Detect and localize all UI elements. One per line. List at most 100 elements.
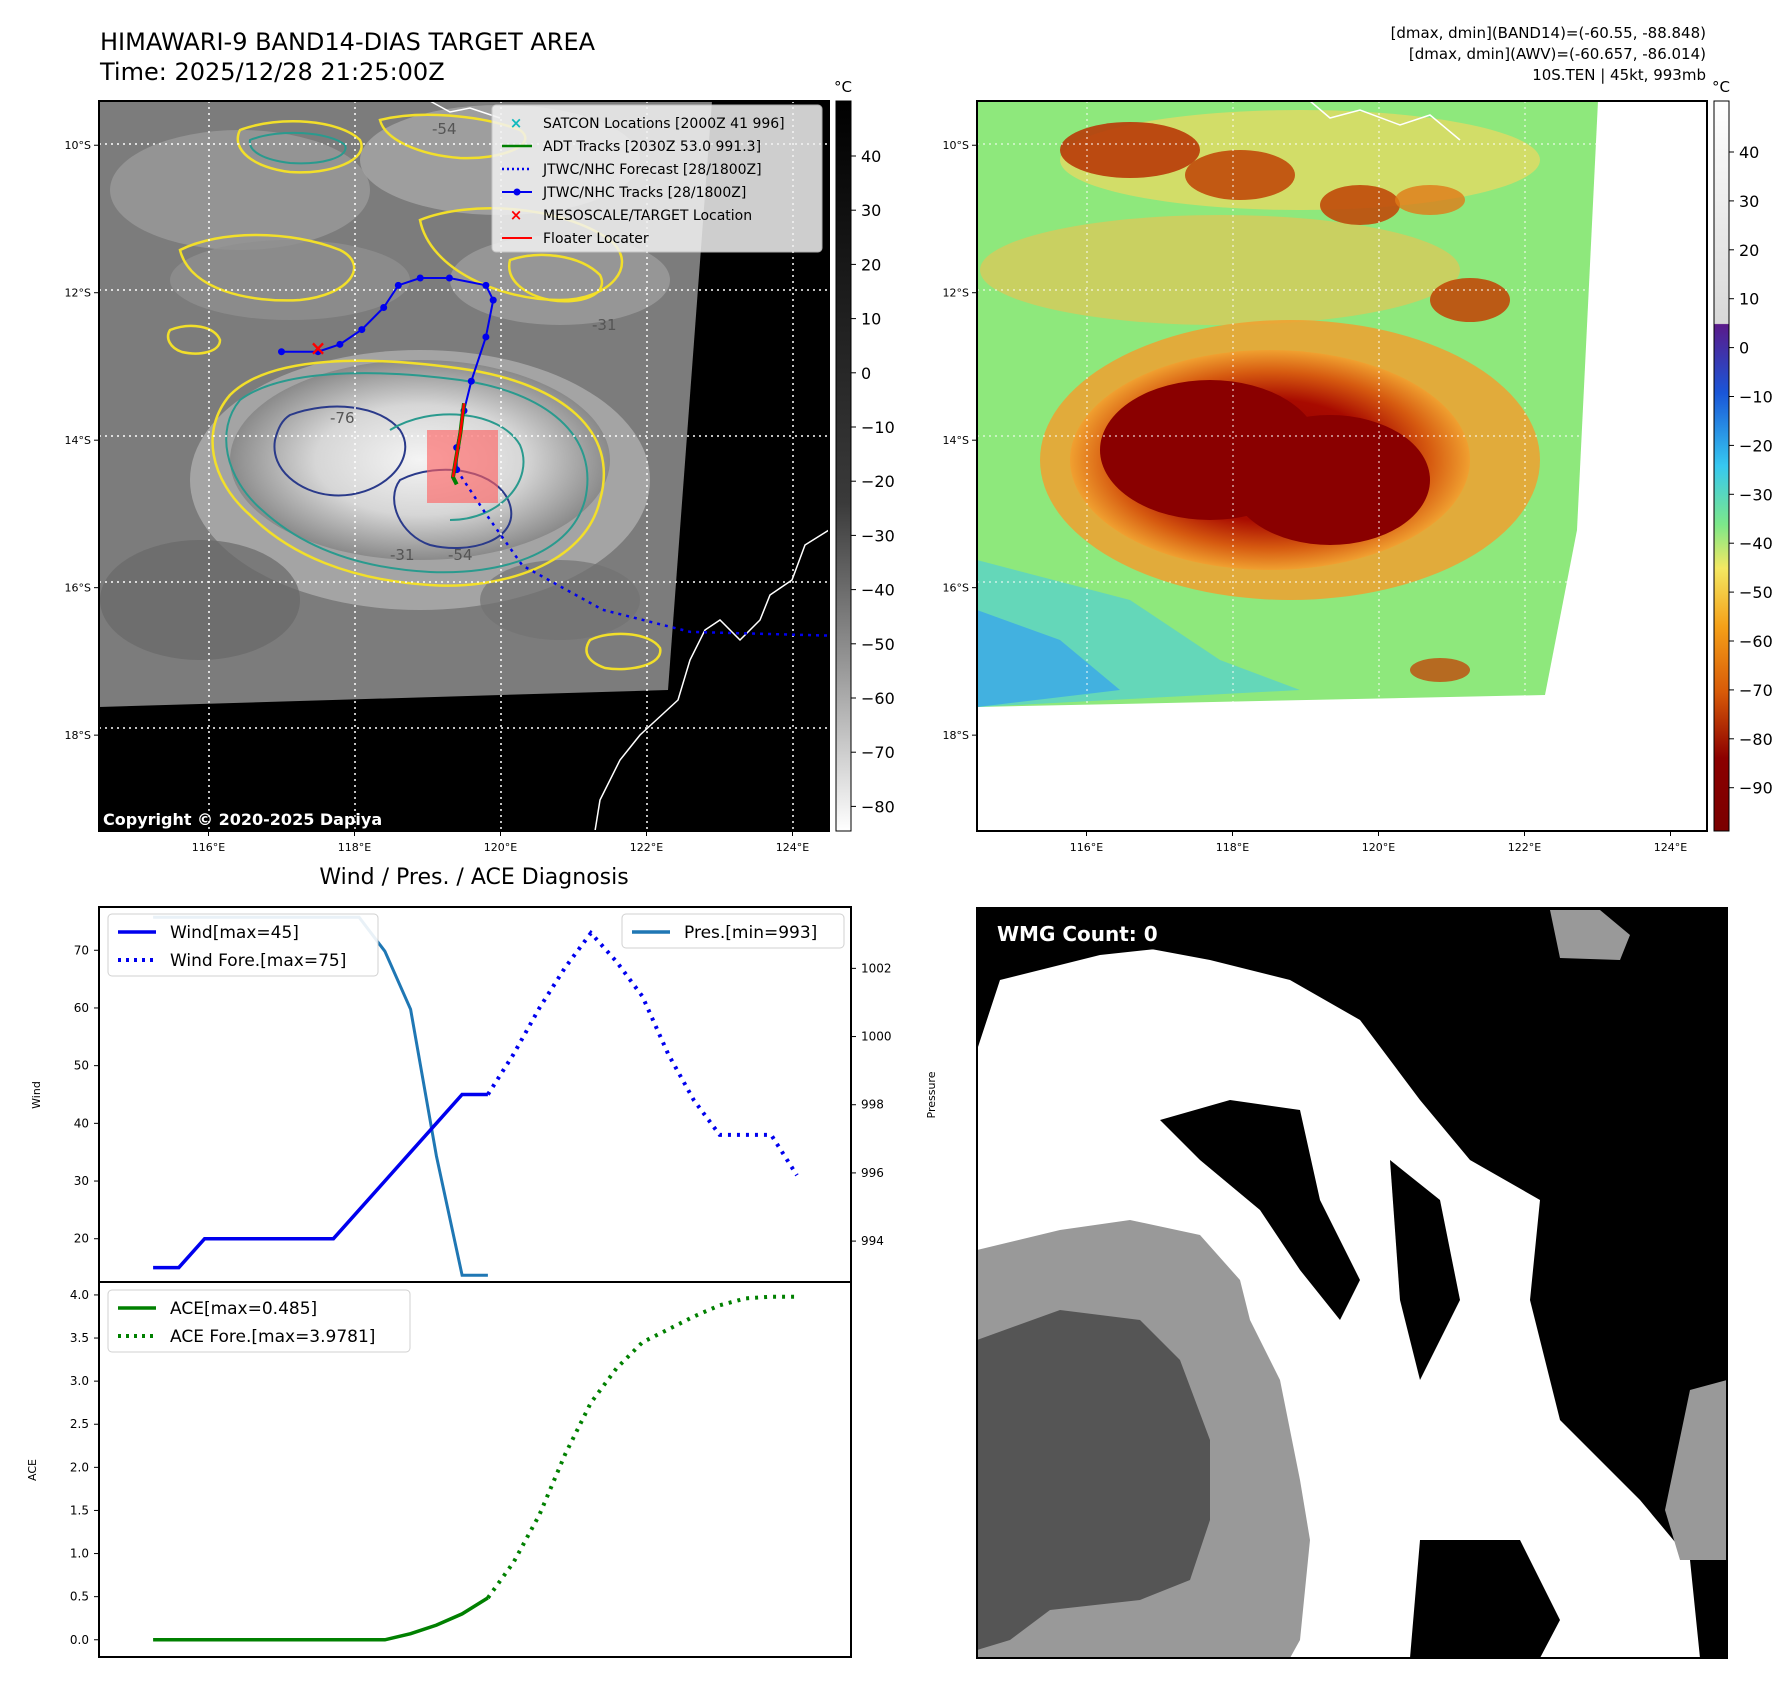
contour-navy-west: [273, 405, 407, 497]
colorbar-tick-label: −10: [861, 418, 895, 437]
info-awv: [dmax, dmin](AWV)=(-60.657, -86.014): [1409, 45, 1706, 63]
coastline-north: [429, 100, 501, 119]
contour-yellow-main: [211, 359, 606, 587]
legend-tracks-label: JTWC/NHC Tracks [28/1800Z]: [542, 185, 746, 201]
colorbar-gray-unit: °C: [834, 78, 852, 96]
wmg-count-label: WMG Count: 0: [997, 922, 1158, 946]
lon-tick-label: 118°E: [1216, 841, 1249, 854]
colorbar-tick-label: −60: [861, 689, 895, 708]
legend-forecast-label: JTWC/NHC Forecast [28/1800Z]: [542, 162, 762, 178]
y-tick-label: 20: [74, 1232, 89, 1246]
awv-map-frame: [976, 100, 1708, 832]
ir-map-panel: -54 -31 -31 -76 -54 × Copyright © 2020-2…: [98, 100, 830, 832]
pressure-axis-label: Pressure: [925, 1071, 938, 1118]
wmg-black-region: [977, 908, 1727, 1658]
y-tick-label: 3.0: [70, 1374, 89, 1388]
colorbar-tick-label: −70: [861, 743, 895, 762]
wmg-frame: [976, 907, 1728, 1659]
colorbar-gray-bar: [835, 100, 852, 832]
contour-label-3: -31: [390, 546, 415, 564]
jtwc-track-point: [358, 326, 366, 334]
legend-adt-label: ADT Tracks [2030Z 53.0 991.3]: [543, 139, 761, 155]
jtwc-forecast-line: [455, 469, 830, 637]
wmg-panel: WMG Count: 0: [976, 907, 1728, 1659]
legend-target-icon: ×: [510, 206, 523, 224]
lat-tick-label: 14°S: [65, 434, 91, 447]
y-tick-label: 2.0: [70, 1460, 89, 1474]
colorbar-tick-label: −80: [861, 797, 895, 816]
lon-tick-label: 118°E: [338, 841, 371, 854]
lat-tick-label: 16°S: [65, 582, 91, 595]
y2-tick-label: 1000: [861, 1030, 892, 1044]
wind-legend: Wind[max=45] Wind Fore.[max=75]: [107, 913, 379, 977]
colorbar-tick-label: −80: [1739, 730, 1773, 749]
jtwc-track-point: [467, 377, 475, 385]
contour-teal-main: [225, 372, 589, 574]
lon-tick-label: 122°E: [630, 841, 663, 854]
colorbar-tick-label: −30: [861, 526, 895, 545]
lon-tick-label: 124°E: [1654, 841, 1687, 854]
wind-pressure-chart: 70 60 50 40 30 20 1002 1000 998 996 994 Wind Pres…: [30, 906, 938, 1283]
colorbar-color-ticks: 40 30 20 10 0 −10 −20 −30 −40 −50 −60 −70 −80 −90: [1729, 143, 1773, 798]
colorbar-tick-label: −10: [1739, 388, 1773, 407]
y-tick-label: 0.5: [70, 1590, 89, 1604]
ace-y-ticks: 4.0 3.5 3.0 2.5 2.0 1.5 1.0 0.5 0.0: [70, 1288, 99, 1647]
lat-tick-label: 12°S: [65, 287, 91, 300]
colorbar-tick-label: 20: [1739, 241, 1759, 260]
y-tick-label: 3.5: [70, 1331, 89, 1345]
wind-axis-label: Wind: [30, 1081, 43, 1109]
colorbar-tick-label: 40: [1739, 143, 1759, 162]
ir-cloud-core: [230, 360, 610, 560]
colorbar-tick-label: −20: [861, 472, 895, 491]
floater-locater-line: [451, 403, 466, 478]
y-tick-label: 70: [74, 943, 89, 957]
y2-tick-label: 994: [861, 1234, 884, 1248]
legend-wind-fore-label: Wind Fore.[max=75]: [170, 951, 346, 971]
legend-target-label: MESOSCALE/TARGET Location: [543, 208, 752, 224]
target-location-marker: ×: [310, 336, 327, 360]
awv-coastline: [1309, 100, 1461, 141]
colorbar-tick-label: −70: [1739, 681, 1773, 700]
colorbar-tick-label: −60: [1739, 632, 1773, 651]
pressure-legend: Pres.[min=993]: [621, 913, 845, 949]
info-band14: [dmax, dmin](BAND14)=(-60.55, -88.848): [1391, 24, 1706, 42]
map-axis-ticks: 116°E 118°E 120°E 122°E 124°E 10°S 12°S 14°S 16°…: [65, 139, 1688, 854]
colorbar-gray-ticks: 40 30 20 10 0 −10 −20 −30 −40 −50 −60 −70 −80: [851, 147, 895, 816]
colorbar-tick-label: −30: [1739, 485, 1773, 504]
lat-tick-label: 14°S: [943, 434, 969, 447]
lon-tick-label: 120°E: [1362, 841, 1395, 854]
y2-tick-label: 1002: [861, 961, 892, 975]
ace-axis-label: ACE: [26, 1459, 39, 1481]
wmg-darkgray-region: [977, 1310, 1210, 1650]
y-tick-label: 2.5: [70, 1417, 89, 1431]
jtwc-track-point: [394, 281, 402, 289]
lat-tick-label: 10°S: [943, 139, 969, 152]
colorbar-tick-label: −90: [1739, 779, 1773, 798]
contour-label-5: -54: [448, 546, 473, 564]
legend-wind-label: Wind[max=45]: [170, 923, 299, 943]
ace-legend: ACE[max=0.485] ACE Fore.[max=3.9781]: [107, 1289, 411, 1353]
diagnosis-title: Wind / Pres. / ACE Diagnosis: [319, 865, 628, 890]
colorbar-tick-label: 30: [861, 201, 881, 220]
legend-ace-fore-label: ACE Fore.[max=3.9781]: [170, 1327, 375, 1347]
jtwc-track-point: [416, 274, 424, 282]
wind-line: [153, 1092, 488, 1270]
colorbar-tick-label: 0: [861, 364, 871, 383]
y-tick-label: 0.0: [70, 1633, 89, 1647]
wmg-classes: [977, 908, 1727, 1658]
jtwc-track-point: [445, 274, 453, 282]
awv-gridlines: [977, 101, 1598, 707]
legend-ace-label: ACE[max=0.485]: [170, 1299, 317, 1319]
lat-tick-label: 16°S: [943, 582, 969, 595]
colorbar-tick-label: −40: [861, 581, 895, 600]
colorbar-tick-label: −20: [1739, 436, 1773, 455]
copyright-text: Copyright © 2020-2025 Dapiya: [103, 810, 382, 829]
lat-tick-label: 12°S: [943, 287, 969, 300]
map-legend: × SATCON Locations [2000Z 41 996] ADT Tr…: [491, 104, 823, 253]
y-tick-label: 50: [74, 1059, 89, 1073]
lon-tick-label: 116°E: [1070, 841, 1103, 854]
jtwc-track-point: [278, 348, 285, 356]
colorbar-tick-label: 20: [861, 255, 881, 274]
y-tick-label: 40: [74, 1116, 89, 1130]
